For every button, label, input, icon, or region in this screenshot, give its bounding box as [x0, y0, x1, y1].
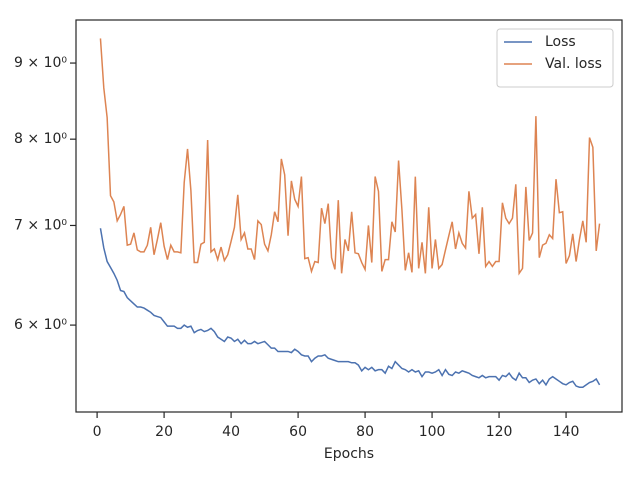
line-series — [99, 228, 601, 388]
x-tick-label: 20 — [155, 424, 173, 440]
x-tick-label: 100 — [419, 424, 446, 440]
y-tick-label: 8 × 10⁰ — [14, 131, 67, 147]
x-tick-label: 40 — [222, 424, 240, 440]
y-tick-label: 6 × 10⁰ — [14, 317, 67, 333]
legend-label: Val. loss — [545, 56, 602, 72]
x-tick-label: 120 — [486, 424, 513, 440]
line-series — [99, 38, 601, 276]
x-tick-label: 140 — [553, 424, 580, 440]
x-axis-label: Epochs — [324, 446, 374, 462]
legend-label: Loss — [545, 34, 576, 50]
plot-frame — [75, 19, 623, 413]
x-tick-label: 60 — [289, 424, 307, 440]
y-tick-label: 9 × 10⁰ — [14, 55, 67, 71]
legend-box — [496, 28, 614, 88]
x-tick-label: 80 — [356, 424, 374, 440]
y-tick-label: 7 × 10⁰ — [14, 217, 67, 233]
x-tick-label: 0 — [93, 424, 102, 440]
